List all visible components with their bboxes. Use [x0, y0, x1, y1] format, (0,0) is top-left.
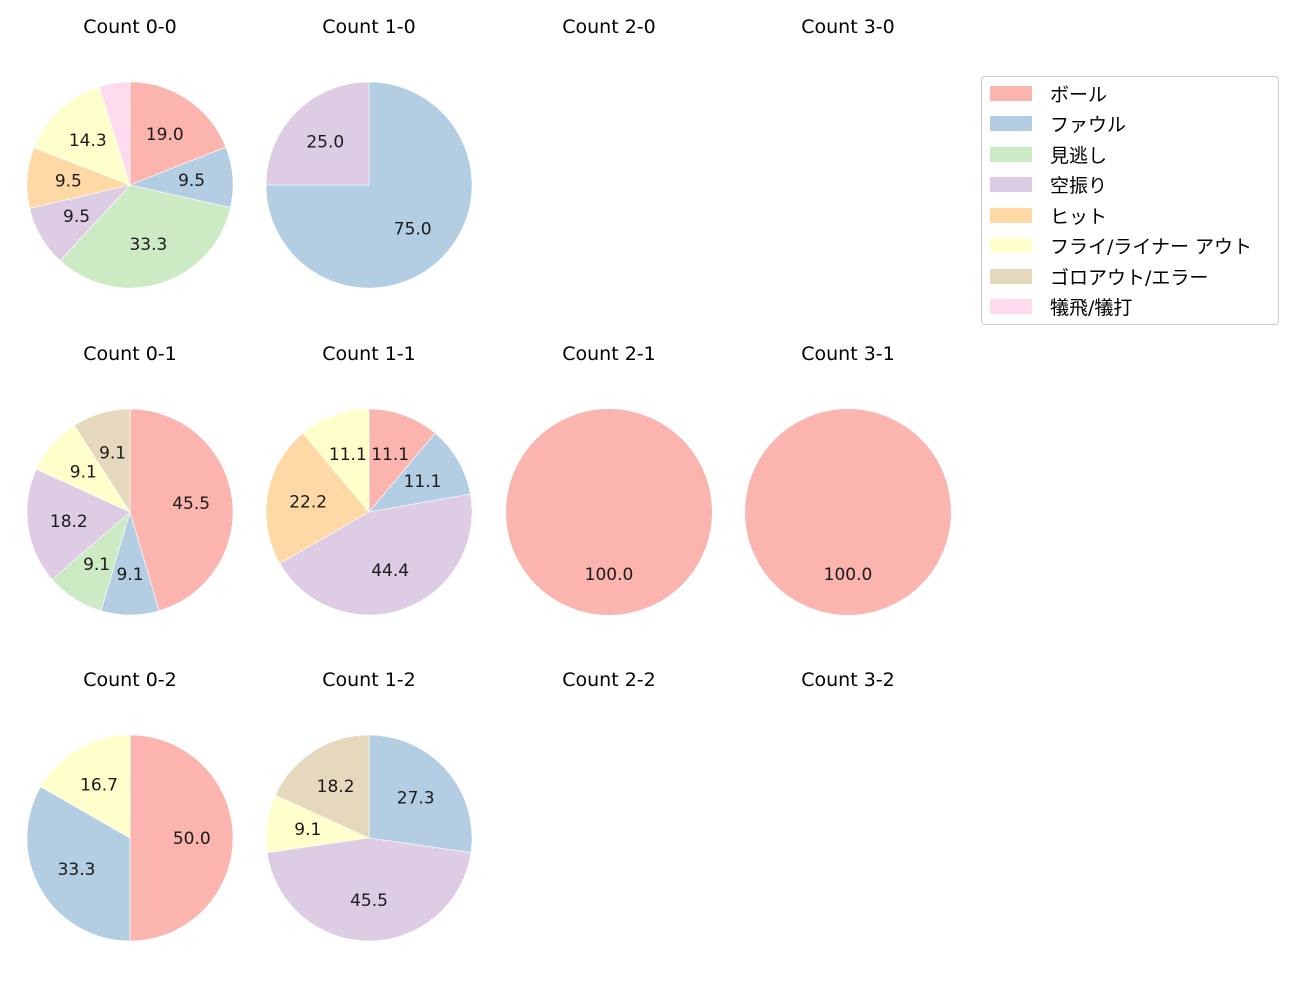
legend: ボールファウル見逃し空振りヒットフライ/ライナー アウト ゴロアウト/エラー 犠飛/…: [981, 76, 1279, 325]
slice-label: 45.5: [350, 891, 388, 911]
pie-slice: [73, 408, 131, 514]
slice-label: 100.0: [585, 565, 634, 585]
slice-label: 11.1: [371, 445, 409, 465]
slice-label: 75.0: [394, 220, 432, 240]
legend-label: 見逃し: [1050, 144, 1108, 167]
panel-title: Count 0-0: [83, 16, 177, 38]
legend-item: 犠飛/犠打: [990, 295, 1132, 319]
legend-label: ファウル: [1050, 114, 1127, 136]
slice-label: 44.4: [371, 561, 409, 581]
legend-swatch: [990, 238, 1032, 253]
pie-slice: [265, 81, 473, 289]
legend-item: ボール: [990, 81, 1108, 106]
slice-label: 18.2: [317, 777, 355, 797]
panel-title: Count 2-0: [562, 16, 656, 38]
legend-swatch: [990, 177, 1032, 192]
legend-item: ゴロアウト/エラー: [990, 264, 1209, 289]
legend-item: 見逃し: [990, 142, 1108, 167]
pie-panel: Count 3-1 100.0: [728, 327, 968, 627]
pie-slice: [129, 81, 227, 186]
pie-panel: Count 0-1 45.5 9.1 9.1 18.2 9.1 9.1: [10, 327, 250, 627]
pie-panel: Count 0-2 50.0 33.3 16.7: [10, 653, 250, 953]
slice-label: 45.5: [172, 494, 210, 514]
pie-panel: Count 2-0: [489, 0, 729, 300]
slice-label: 9.1: [116, 565, 143, 585]
slice-label: 19.0: [146, 125, 184, 145]
pie-slice: [368, 408, 436, 513]
slice-label: 18.2: [50, 512, 88, 532]
legend-label: フライ/ライナー アウト: [1050, 236, 1253, 258]
pie-slice: [26, 786, 131, 942]
slice-label: 22.2: [289, 492, 327, 512]
pie-slice: [59, 184, 231, 289]
pie-slice: [274, 734, 370, 839]
pie-slice: [279, 493, 473, 616]
legend-item: ヒット: [990, 203, 1108, 228]
slice-label: 9.5: [63, 207, 90, 227]
pie-slice: [368, 734, 473, 853]
slice-label: 9.1: [70, 463, 97, 483]
pie-panel: Count 3-2: [728, 653, 968, 953]
pie-slice: [33, 86, 131, 186]
slice-label: 9.1: [294, 820, 321, 840]
pie-panel: Count 1-2 27.3 45.5 9.1 18.2: [249, 653, 489, 953]
slice-label: 9.5: [178, 171, 205, 191]
pie-slice: [129, 734, 234, 942]
pie-slice: [40, 734, 131, 839]
slice-label: 27.3: [397, 789, 435, 809]
legend-label: 犠飛/犠打: [1050, 297, 1133, 319]
pie-slice: [98, 81, 131, 186]
pie-panel: Count 1-1 11.1 11.1 44.4 22.2 11.1: [249, 327, 489, 627]
legend-swatch: [990, 116, 1032, 131]
panel-title: Count 0-1: [83, 343, 177, 365]
panel-title: Count 1-0: [322, 16, 416, 38]
pie-panel: Count 2-2: [489, 653, 729, 953]
panel-title: Count 3-0: [801, 16, 895, 38]
slice-label: 100.0: [824, 565, 873, 585]
pie-panel: Count 2-1 100.0: [489, 327, 729, 627]
panel-title: Count 1-2: [322, 669, 416, 691]
pie-slice: [26, 468, 131, 580]
legend-label: ヒット: [1050, 205, 1108, 228]
pie-slice: [745, 409, 951, 615]
pie-panel: Count 3-0: [728, 0, 968, 300]
pie-panel: Count 0-0 19.0 9.5 33.3 9.5 9.5 14.3: [10, 0, 250, 300]
slice-label: 9.1: [99, 444, 126, 464]
pie-slice: [302, 408, 370, 513]
slice-label: 33.3: [58, 860, 96, 880]
legend-swatch: [990, 85, 1032, 101]
slice-label: 14.3: [69, 131, 107, 151]
slice-label: 11.1: [404, 472, 442, 492]
panel-title: Count 3-1: [801, 343, 895, 365]
legend-swatch: [990, 268, 1032, 284]
legend-label: 空振り: [1050, 175, 1108, 197]
panel-title: Count 3-2: [801, 669, 895, 691]
panel-title: Count 1-1: [322, 343, 416, 365]
slice-label: 16.7: [80, 776, 118, 796]
legend-item: フライ/ライナー アウト: [990, 234, 1252, 258]
panel-title: Count 0-2: [83, 669, 177, 691]
pie-slice: [129, 408, 234, 612]
panel-title: Count 2-1: [562, 343, 656, 365]
pie-slice: [368, 432, 471, 513]
slice-label: 25.0: [306, 132, 344, 152]
panel-title: Count 2-2: [562, 669, 656, 691]
legend-label: ボール: [1050, 83, 1108, 106]
legend-swatch: [990, 207, 1032, 223]
legend-item: 空振り: [990, 173, 1107, 197]
slice-label: 9.1: [83, 555, 110, 575]
legend-label: ゴロアウト/エラー: [1050, 266, 1209, 289]
legend-swatch: [990, 299, 1032, 314]
slice-label: 11.1: [329, 445, 367, 465]
pie-panel: Count 1-0 75.0 25.0: [249, 0, 489, 300]
pie-slice: [266, 837, 472, 942]
legend-swatch: [990, 146, 1032, 162]
pie-slice: [265, 81, 370, 186]
pie-slice: [506, 409, 712, 615]
pie-slice: [265, 432, 370, 564]
slice-label: 50.0: [173, 829, 211, 849]
legend-item: ファウル: [990, 112, 1126, 136]
slice-label: 9.5: [55, 172, 82, 192]
slice-label: 33.3: [129, 235, 167, 255]
